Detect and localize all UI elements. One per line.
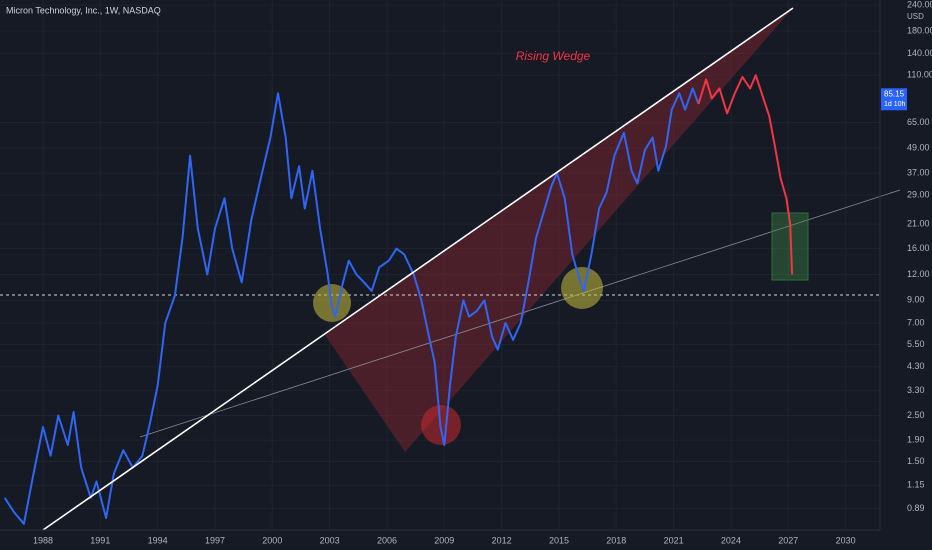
y-tick-label: 65.00 xyxy=(907,117,930,127)
y-tick-label: 1.15 xyxy=(907,480,925,490)
plot xyxy=(3,74,794,525)
wedge-upper-line xyxy=(42,7,794,531)
x-tick-label: 2003 xyxy=(320,535,340,545)
y-tick-label: 180.00 xyxy=(907,25,932,35)
axes: 0.89 1.15 1.50 1.90 2.50 3.30 4.30 5.50 7.00 9.00… xyxy=(33,0,932,545)
wedge-fill xyxy=(325,8,793,452)
currency: USD xyxy=(907,12,924,21)
x-tick-label: 2015 xyxy=(549,535,569,545)
x-tick-label: 1988 xyxy=(33,535,53,545)
x-tick-label: 2030 xyxy=(836,535,856,545)
grid xyxy=(0,0,880,530)
price-line xyxy=(697,74,794,275)
y-tick-label: 3.30 xyxy=(907,385,925,395)
y-tick-label: 12.00 xyxy=(907,269,930,279)
y-tick-label: 9.00 xyxy=(907,295,925,305)
price-label-box xyxy=(881,88,907,111)
x-tick-label: 1991 xyxy=(90,535,110,545)
price-label: 85.15 xyxy=(884,89,905,98)
countdown: 1d 10h xyxy=(884,101,906,108)
x-tick-label: 2024 xyxy=(721,535,741,545)
chart-title: Micron Technology, Inc., 1W, NASDAQ xyxy=(6,5,161,15)
x-tick-label: 2018 xyxy=(606,535,626,545)
y-tick-label: 110.00 xyxy=(907,70,932,80)
y-tick-label: 49.00 xyxy=(907,142,930,152)
x-tick-label: 2000 xyxy=(262,535,282,545)
price-line xyxy=(3,87,700,525)
y-tick-label: 1.90 xyxy=(907,435,925,445)
y-tick-label: 1.50 xyxy=(907,456,925,466)
x-tick-label: 2012 xyxy=(492,535,512,545)
y-tick-label: 2.50 xyxy=(907,410,925,420)
x-tick-label: 2027 xyxy=(778,535,798,545)
y-tick-label: 29.00 xyxy=(907,190,930,200)
y-tick-label: 240.00 xyxy=(907,0,932,9)
y-tick-label: 16.00 xyxy=(907,243,930,253)
y-tick-label: 7.00 xyxy=(907,317,925,327)
y-tick-label: 0.89 xyxy=(907,503,925,513)
y-tick-label: 21.00 xyxy=(907,219,930,229)
annotation: Rising Wedge xyxy=(516,49,591,63)
y-tick-label: 5.50 xyxy=(907,339,925,349)
x-tick-label: 2021 xyxy=(664,535,684,545)
y-tick-label: 4.30 xyxy=(907,361,925,371)
y-tick-label: 140.00 xyxy=(907,48,932,58)
x-tick-label: 2006 xyxy=(377,535,397,545)
x-tick-label: 1994 xyxy=(148,535,168,545)
x-tick-label: 1997 xyxy=(205,535,225,545)
trend-line xyxy=(139,189,901,438)
x-tick-label: 2009 xyxy=(434,535,454,545)
y-tick-label: 37.00 xyxy=(907,168,930,178)
